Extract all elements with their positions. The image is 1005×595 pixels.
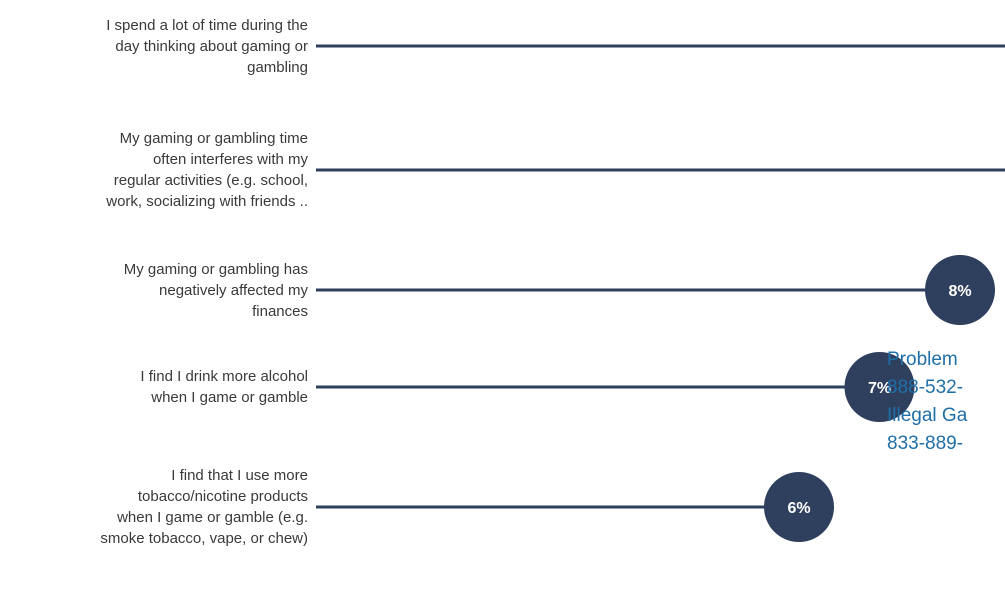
category-label-line: day thinking about gaming or: [115, 37, 308, 55]
category-label-line: I spend a lot of time during the: [106, 16, 308, 34]
category-label-line: regular activities (e.g. school,: [113, 172, 308, 189]
helpline-line: Illegal Ga: [887, 405, 968, 426]
category-label: My gaming or gambling time often interfer…: [0, 128, 308, 212]
category-label-line: tobacco/nicotine products: [137, 488, 308, 505]
lollipop-head: [764, 472, 834, 542]
category-label-line: smoke tobacco, vape, or chew): [100, 530, 308, 547]
category-label-line: when I game or gamble (e.g.: [117, 509, 308, 526]
category-label-line: work, socializing with friends ..: [106, 193, 308, 210]
category-label: I find that I use more tobacco/nicotine p…: [0, 465, 308, 549]
data-label: 8%: [948, 283, 971, 300]
lollipop-head: [925, 255, 995, 325]
data-label: 6%: [787, 500, 810, 517]
category-label-line: My gaming or gambling time: [119, 130, 308, 147]
category-label-line: I find I drink more alcohol: [140, 368, 308, 385]
category-label-line: negatively affected my: [159, 281, 308, 299]
category-label-line: finances: [252, 302, 308, 320]
category-label-line: often interferes with my: [152, 151, 308, 168]
helpline-line: Problem: [887, 349, 958, 370]
category-label: I spend a lot of time during the day thin…: [0, 15, 308, 78]
category-label-line: My gaming or gambling has: [123, 260, 308, 278]
category-label-line: gambling: [247, 58, 308, 76]
helpline-line: 888-532-: [887, 377, 964, 398]
helpline-note: Problem 888-532- Illegal Ga 833-889-: [887, 346, 967, 458]
category-label-line: when I game or gamble: [151, 389, 308, 406]
category-label: My gaming or gambling has negatively affe…: [0, 259, 308, 322]
helpline-line: 833-889-: [887, 433, 964, 454]
category-label-line: I find that I use more: [171, 467, 308, 484]
lollipop-head: [844, 352, 915, 422]
category-label: I find I drink more alcohol when I game o…: [0, 366, 308, 408]
data-label: 7%: [868, 380, 891, 397]
